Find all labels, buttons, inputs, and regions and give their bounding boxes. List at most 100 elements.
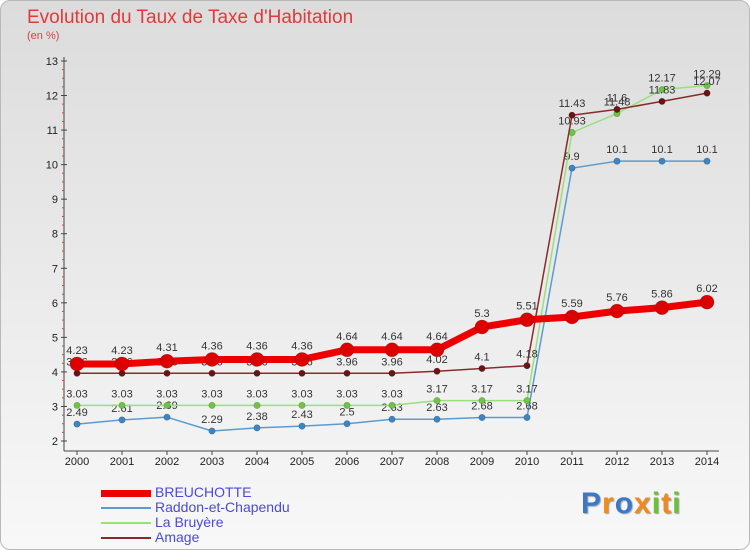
y-tick-label: 8 [52,229,58,241]
data-label: 3.17 [516,384,537,396]
legend-swatch [101,522,151,525]
data-label: 4.31 [156,342,177,354]
data-label: 5.86 [651,289,672,301]
data-label: 6.02 [696,283,717,295]
data-label: 4.64 [336,331,357,343]
data-label: 3.03 [201,388,222,400]
data-point [343,369,351,377]
data-label: 10.1 [651,144,672,156]
data-label: 4.1 [474,351,489,363]
data-label: 2.68 [516,401,537,413]
data-point [208,401,216,409]
data-label: 12.17 [648,73,676,85]
data-point [163,401,171,409]
legend-swatch [101,507,151,510]
data-point [208,427,216,435]
data-label: 5.59 [561,298,582,310]
data-label: 2.29 [201,414,222,426]
data-label: 2.43 [291,409,312,421]
data-point [478,364,486,372]
data-label: 10.1 [696,144,717,156]
logo-letter: r [602,487,615,520]
data-label: 4.23 [111,345,132,357]
logo-letter: o [614,487,635,520]
data-point [568,164,576,172]
data-label: 11.6 [607,92,628,104]
x-tick-label: 2001 [110,456,134,468]
data-label: 5.3 [474,308,489,320]
data-label: 10.93 [558,116,586,128]
data-label: 2.5 [339,407,354,419]
data-label: 4.64 [381,331,402,343]
data-point [433,415,441,423]
chart-subtitle: (en %) [27,30,60,42]
data-label: 3.03 [111,388,132,400]
data-point [204,352,220,367]
data-point [433,397,441,405]
chart-legend: BREUCHOTTE Raddon-et-Chapendu La Bruyère Am… [101,485,290,545]
data-label: 3.96 [381,356,402,368]
y-tick-label: 4 [52,367,58,379]
logo-letter: i [672,487,682,520]
legend-label: La Bruyère [155,514,224,530]
y-tick-label: 9 [52,194,58,206]
data-label: 4.36 [291,340,312,352]
y-tick-label: 13 [46,56,58,68]
data-point [208,369,216,377]
data-label: 11.48 [604,97,631,109]
x-tick-label: 2005 [290,456,314,468]
data-point [159,353,175,369]
data-point [384,342,400,358]
data-label: 4.36 [201,340,222,352]
data-label: 10.1 [606,144,627,156]
data-label: 4.18 [516,349,537,361]
data-point [69,356,85,372]
x-tick-label: 2006 [335,456,359,468]
logo-letter: t [661,487,673,520]
data-point [73,420,81,428]
data-point [703,157,711,165]
logo-letter: x [634,487,652,520]
data-label: 4.36 [246,340,267,352]
data-point [613,157,621,165]
data-point [658,157,666,165]
data-label: 12.07 [693,76,721,88]
data-point [654,300,670,315]
data-label: 2.68 [471,401,492,413]
x-tick-label: 2003 [200,456,224,468]
data-point [298,401,306,409]
data-label: 2.49 [66,407,87,419]
data-point [343,401,351,409]
data-point [298,369,306,377]
data-point [613,105,621,113]
legend-label: Raddon-et-Chapendu [155,499,290,515]
data-point [523,362,531,370]
proxiti-logo: Proxiti [581,487,681,521]
x-tick-label: 2012 [605,456,629,468]
x-tick-label: 2009 [470,456,494,468]
legend-item: Amage [101,530,290,545]
logo-letter: P [581,487,603,520]
data-point [388,369,396,377]
data-point [253,369,261,377]
x-tick-label: 2002 [155,456,179,468]
data-point [118,416,126,424]
data-label: 5.51 [516,301,537,313]
y-tick-label: 12 [46,91,58,103]
data-point [118,401,126,409]
data-point [658,97,666,105]
data-point [433,367,441,375]
x-tick-label: 2004 [245,456,269,468]
data-point [253,401,261,409]
data-point [478,414,486,422]
data-point [474,319,490,335]
data-point [564,309,580,325]
data-point [163,413,171,421]
x-tick-label: 2007 [380,456,404,468]
y-tick-label: 10 [46,160,58,172]
y-tick-label: 11 [47,125,58,137]
data-label: 2.63 [426,402,447,414]
data-label: 4.64 [426,331,447,343]
data-point [388,415,396,423]
y-tick-label: 6 [52,298,58,310]
